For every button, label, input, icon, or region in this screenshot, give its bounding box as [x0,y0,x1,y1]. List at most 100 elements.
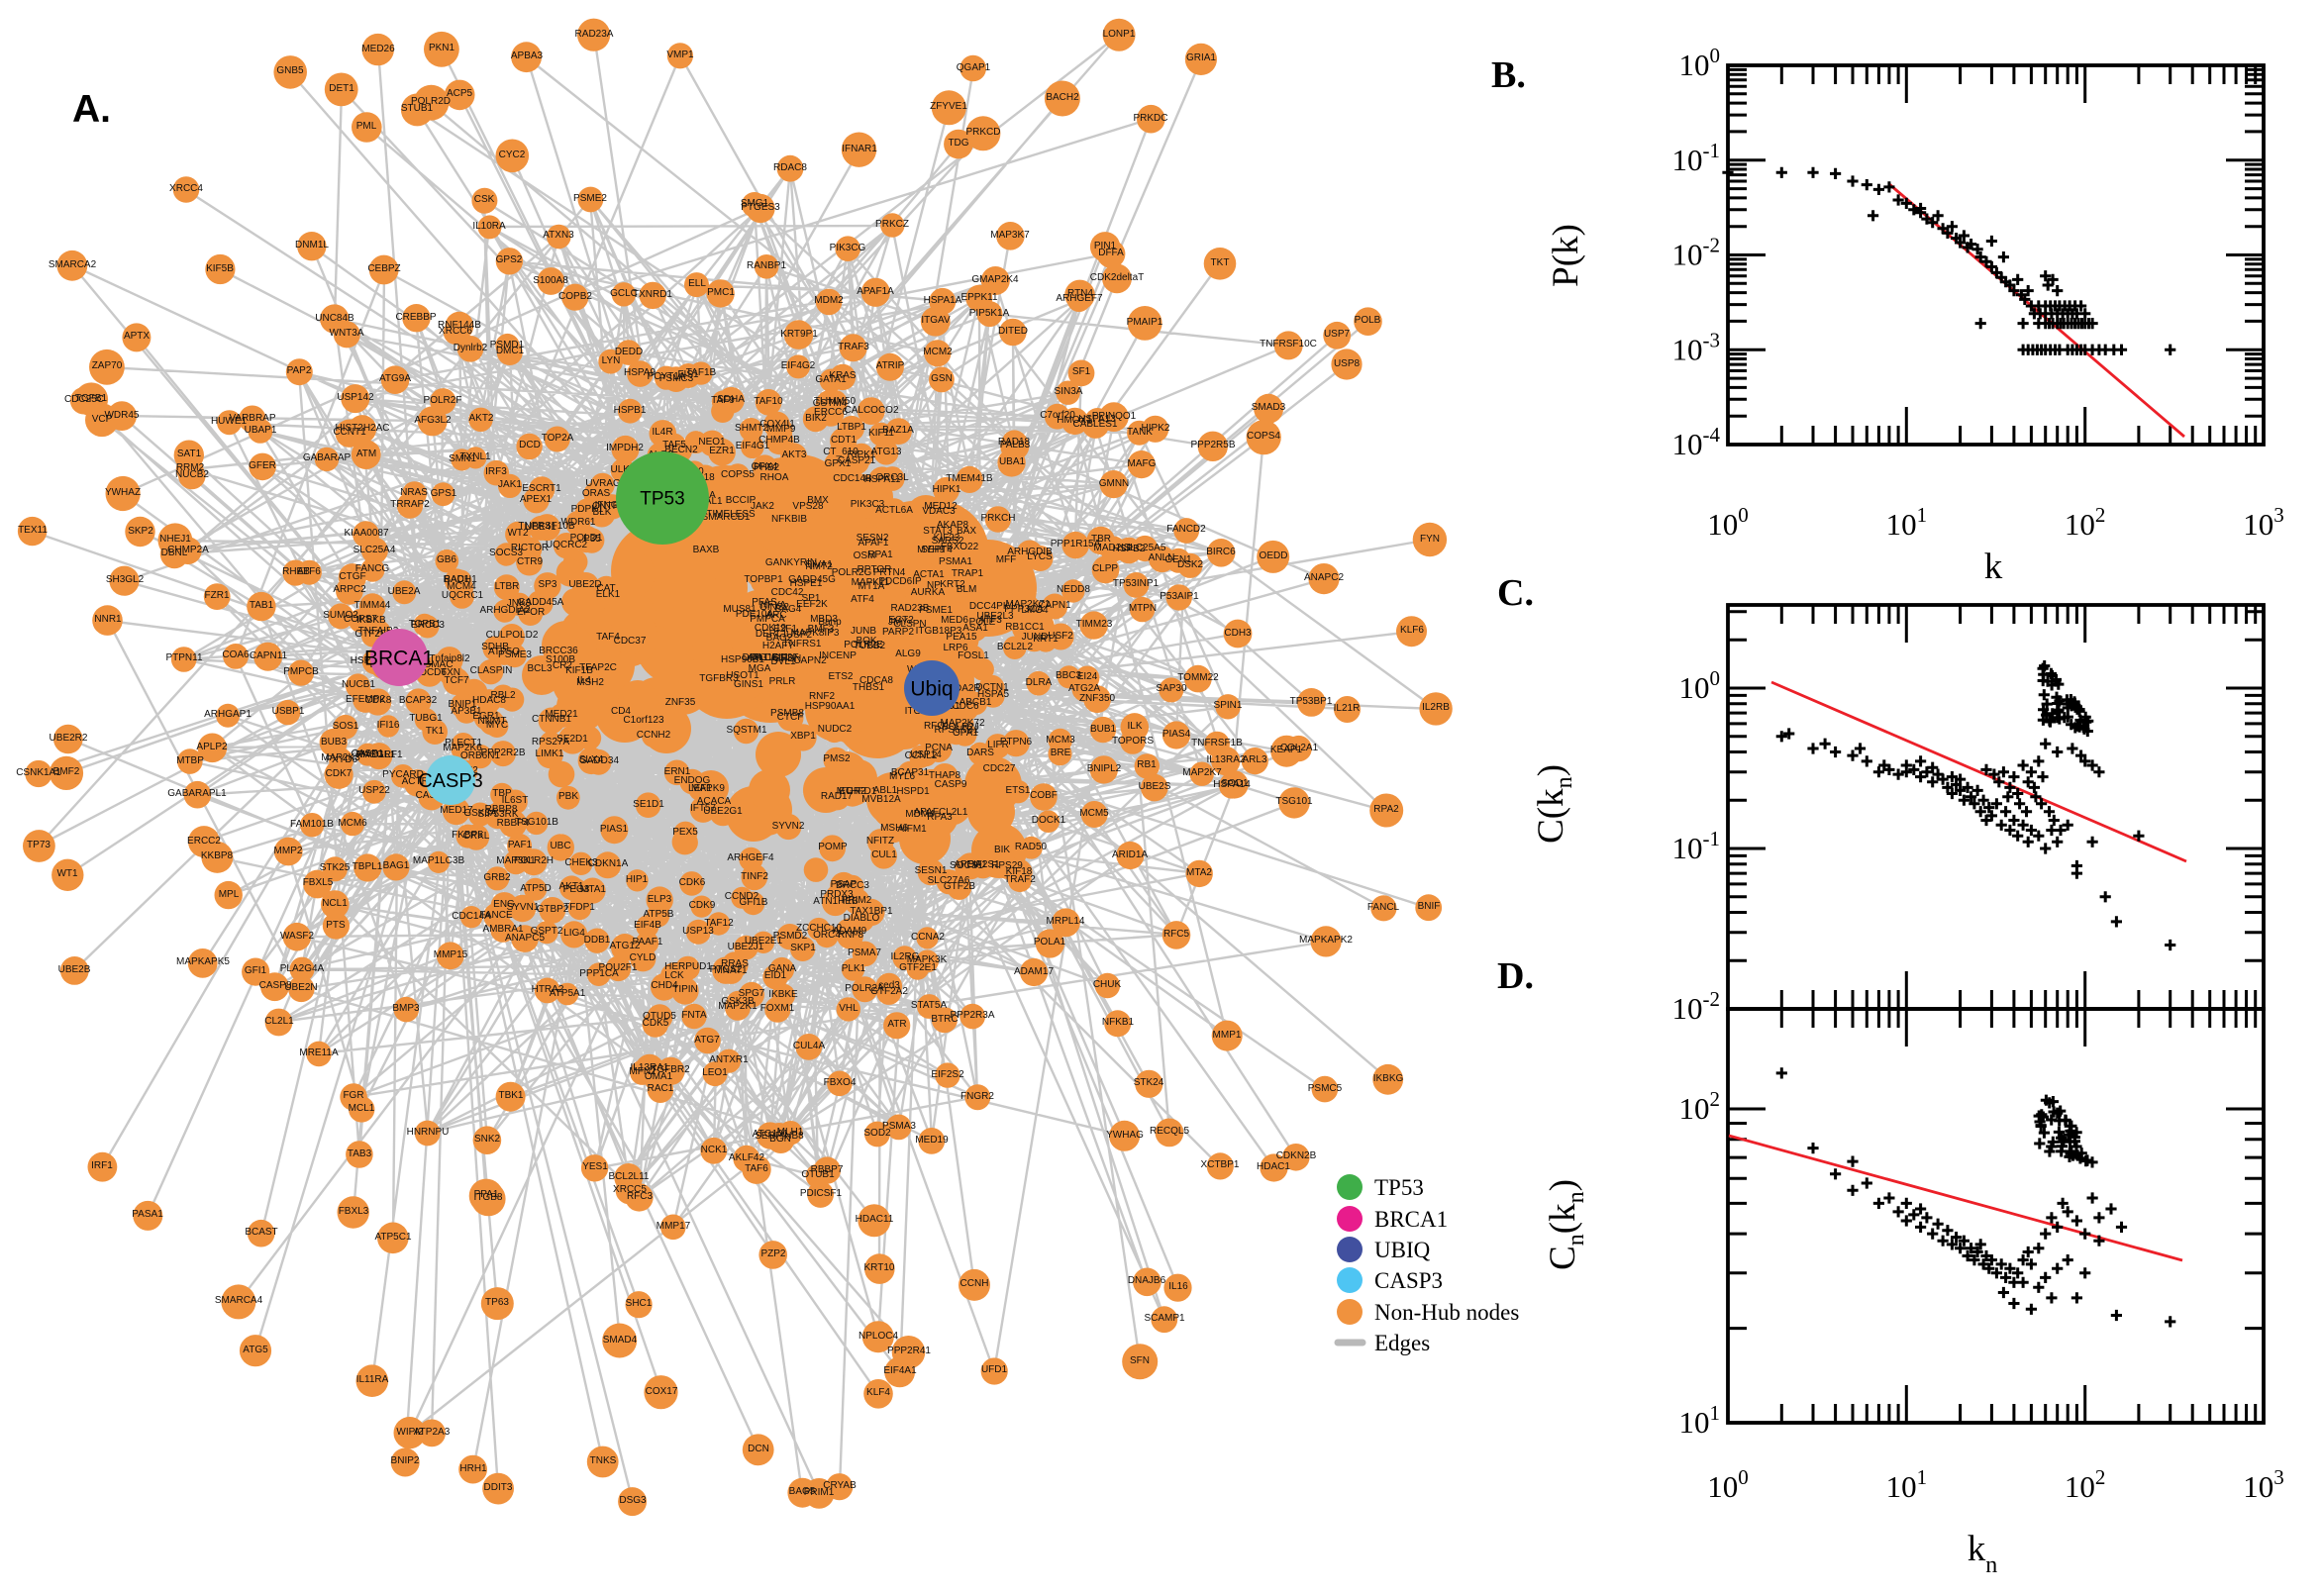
svg-text:EIF2S2: EIF2S2 [931,1069,964,1080]
svg-text:MLH1: MLH1 [777,1127,804,1138]
svg-text:VDAC3: VDAC3 [922,506,956,517]
svg-text:NRAS: NRAS [400,487,428,498]
svg-text:SH3GL2: SH3GL2 [106,574,145,585]
svg-text:MYC: MYC [486,720,508,731]
svg-text:BLK: BLK [593,507,612,518]
svg-text:SOCS3: SOCS3 [489,548,523,558]
svg-text:XRCC4: XRCC4 [169,183,203,194]
svg-text:RDAC8: RDAC8 [773,162,807,173]
svg-text:ITGAV: ITGAV [921,315,951,326]
svg-text:TSG101: TSG101 [1275,796,1313,807]
svg-text:KRT1: KRT1 [1033,634,1059,645]
svg-text:102: 102 [2065,503,2106,542]
svg-text:NNR1: NNR1 [94,614,122,625]
svg-text:IL6ST: IL6ST [502,795,529,806]
svg-text:CTGF: CTGF [339,571,365,582]
svg-text:TAF10: TAF10 [754,396,783,407]
svg-text:DEDD: DEDD [615,347,643,357]
svg-text:AKT1: AKT1 [558,881,583,892]
svg-text:PSME1: PSME1 [919,605,953,616]
svg-text:CULPOLD2: CULPOLD2 [486,630,539,641]
svg-text:PDPK1: PDPK1 [571,504,604,515]
svg-text:UBE2J1: UBE2J1 [728,942,764,952]
svg-text:GTF2B: GTF2B [944,881,976,892]
svg-text:COBF: COBF [1030,790,1058,801]
svg-text:VHL: VHL [839,1003,858,1014]
svg-text:PPP1CA: PPP1CA [579,968,619,979]
svg-text:TNFRSF1B: TNFRSF1B [1191,738,1243,748]
svg-text:HTRA2: HTRA2 [532,984,564,995]
svg-text:SARS2: SARS2 [932,536,964,547]
svg-text:RB1CC1: RB1CC1 [1005,622,1045,633]
svg-text:SMG1: SMG1 [741,198,769,209]
svg-text:RFC1: RFC1 [924,721,951,732]
svg-text:RBBP7: RBBP7 [811,1164,844,1175]
svg-text:ARID1A: ARID1A [1112,849,1148,860]
svg-text:CHD4: CHD4 [651,980,678,991]
svg-text:OEDD: OEDD [1260,550,1288,561]
svg-text:TP63: TP63 [485,1297,509,1308]
svg-text:ATG7: ATG7 [694,1035,720,1046]
svg-text:PPP2R3A: PPP2R3A [950,1010,994,1021]
svg-text:AKT2: AKT2 [468,413,493,424]
svg-text:TGFBR3: TGFBR3 [699,673,739,684]
svg-text:BGN: BGN [769,1134,791,1145]
svg-text:COX4I1: COX4I1 [759,419,795,430]
svg-text:BAG5: BAG5 [789,1486,816,1497]
svg-text:DLRA: DLRA [1026,677,1053,688]
svg-text:VARBRAP: VARBRAP [229,413,275,424]
svg-text:BMF3: BMF3 [808,624,835,635]
svg-text:BRCA1: BRCA1 [1374,1207,1448,1232]
svg-text:UBE2A: UBE2A [388,586,421,597]
svg-text:ITGB8: ITGB8 [474,1192,503,1203]
svg-text:MED17: MED17 [440,805,473,816]
svg-text:TNKS: TNKS [590,1455,617,1466]
svg-text:DERL1: DERL1 [756,629,788,640]
svg-text:PIP5K1A: PIP5K1A [969,308,1010,319]
svg-text:IFNAR1: IFNAR1 [842,144,877,154]
svg-text:SFN: SFN [1130,1355,1150,1366]
svg-text:CASP9: CASP9 [935,779,967,790]
svg-text:SNK2: SNK2 [474,1134,501,1145]
svg-text:SERPINB8: SERPINB8 [755,1131,804,1142]
svg-text:LCK: LCK [664,970,684,981]
svg-text:USBP1: USBP1 [272,706,305,717]
svg-text:TP53: TP53 [640,489,684,510]
svg-text:MAD1L1: MAD1L1 [357,749,396,760]
svg-text:HSPA14: HSPA14 [1213,779,1251,790]
svg-text:CDCA8: CDCA8 [859,675,893,686]
svg-text:Tnfaip8l2: Tnfaip8l2 [429,653,470,664]
svg-text:DDB1: DDB1 [584,935,611,946]
svg-text:PIAS4: PIAS4 [1162,729,1191,740]
svg-text:MSH6: MSH6 [880,823,908,834]
svg-text:ATP5B: ATP5B [644,909,674,920]
svg-text:DET1: DET1 [329,83,354,94]
svg-text:SQSTM1: SQSTM1 [726,725,767,736]
svg-text:CLSPN: CLSPN [893,619,926,630]
svg-text:ARC: ARC [765,610,786,621]
svg-text:EDA2R: EDA2R [948,683,980,694]
svg-text:HIP1: HIP1 [626,874,649,885]
svg-text:EEF2K: EEF2K [796,599,828,610]
svg-text:WIPI2: WIPI2 [396,1427,424,1438]
svg-text:PHB2: PHB2 [754,462,780,473]
svg-text:AIFM1: AIFM1 [897,824,927,835]
svg-text:CYLD: CYLD [630,952,656,963]
svg-text:BTRC: BTRC [931,1014,958,1025]
svg-text:CCNH2: CCNH2 [637,730,671,741]
svg-text:SESN2: SESN2 [857,533,889,544]
svg-text:GABARAPL1: GABARAPL1 [167,788,227,799]
svg-text:LRP6: LRP6 [943,643,967,653]
svg-text:SDHA: SDHA [717,394,745,405]
svg-text:IFNGR1: IFNGR1 [595,500,632,511]
svg-text:UBE2L3: UBE2L3 [976,611,1014,622]
svg-text:TXN: TXN [441,667,460,678]
svg-text:BCAP32: BCAP32 [399,695,438,706]
svg-text:CDK19: CDK19 [755,623,787,634]
svg-text:EI24: EI24 [1077,671,1098,682]
svg-text:BECN2: BECN2 [664,445,698,455]
svg-text:BOK: BOK [856,636,876,647]
svg-text:RBL2: RBL2 [490,690,515,701]
svg-text:GFI1: GFI1 [245,965,267,976]
svg-text:OSM: OSM [854,550,876,561]
